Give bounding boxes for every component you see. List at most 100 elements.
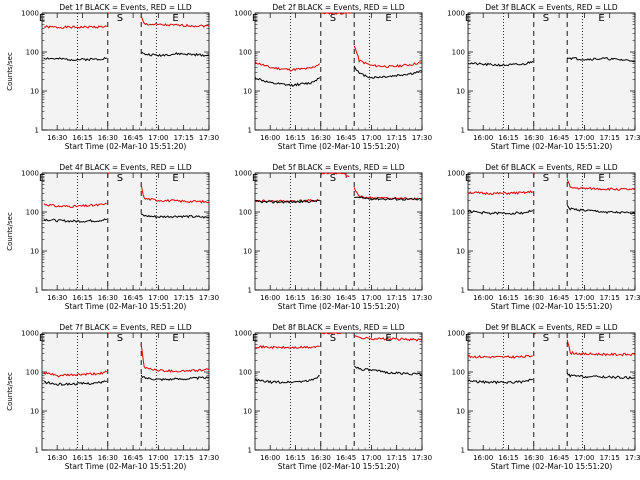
y-tick-label: 100 <box>26 49 39 57</box>
x-tick-label: 16:30 <box>47 454 67 462</box>
y-tick-label: 1 <box>461 127 465 135</box>
panel-title: Det 3f BLACK = Events, RED = LLD <box>485 3 618 12</box>
x-axis-label: Start Time (02-Mar-10 15:51:20) <box>278 142 400 151</box>
x-tick-label: 16:45 <box>336 454 356 462</box>
x-tick-label: 16:15 <box>285 454 305 462</box>
y-tick-label: 1 <box>248 127 252 135</box>
x-tick-label: 16:15 <box>72 134 92 142</box>
x-axis-label: Start Time (02-Mar-10 15:51:20) <box>65 302 187 311</box>
y-tick-label: 100 <box>239 209 252 217</box>
series-lld-line <box>320 12 352 15</box>
x-tick-label: 16:15 <box>498 134 518 142</box>
series-events-line <box>353 65 423 79</box>
event-marker: E <box>39 173 45 184</box>
panel-det-3: 1 10 100 1000 16:00 16:15 16:30 16:45 17:00 17:15… <box>447 3 640 151</box>
x-tick-label: 17:15 <box>174 294 194 302</box>
panel-title: Det 1f BLACK = Events, RED = LLD <box>59 3 192 12</box>
event-marker: S <box>543 173 549 184</box>
x-tick-label: 16:30 <box>311 294 331 302</box>
y-tick-label: 100 <box>452 209 465 217</box>
y-tick-label: 10 <box>243 248 252 256</box>
y-tick-label: 10 <box>456 88 465 96</box>
x-axis-label: Start Time (02-Mar-10 15:51:20) <box>278 302 400 311</box>
event-marker: S <box>543 13 549 24</box>
x-tick-label: 16:00 <box>473 454 493 462</box>
event-marker: E <box>172 333 178 344</box>
x-tick-label: 16:45 <box>123 294 143 302</box>
series-lld-line <box>43 25 108 29</box>
event-marker: E <box>385 333 391 344</box>
plot-area <box>41 12 210 131</box>
x-tick-label: 17:00 <box>361 134 381 142</box>
panel-det-9: 1 10 100 1000 16:00 16:15 16:30 16:45 17:00 17:15… <box>447 323 640 471</box>
event-marker: S <box>330 333 336 344</box>
x-tick-label: 16:30 <box>98 134 118 142</box>
y-tick-label: 1000 <box>447 170 465 178</box>
panel-det-2: 1 10 100 1000 16:00 16:15 16:30 16:45 17:00 17:15… <box>234 3 432 151</box>
event-marker: E <box>385 173 391 184</box>
y-tick-label: 1 <box>248 287 252 295</box>
x-tick-label: 16:00 <box>473 134 493 142</box>
panel-det-4: 1 10 100 1000 16:30 16:15 16:30 16:45 17:00 17:15… <box>6 163 219 311</box>
y-tick-label: 10 <box>30 408 39 416</box>
x-tick-label: 16:00 <box>473 294 493 302</box>
x-tick-label: 16:00 <box>260 294 280 302</box>
series-events-line <box>140 52 210 58</box>
x-tick-label: 17:15 <box>600 294 620 302</box>
x-tick-label: 16:45 <box>336 134 356 142</box>
x-tick-label: 16:15 <box>498 454 518 462</box>
x-axis-label: Start Time (02-Mar-10 15:51:20) <box>278 462 400 471</box>
y-tick-label: 1 <box>461 447 465 455</box>
series-events-line <box>43 56 107 62</box>
series-events-line <box>566 372 636 380</box>
x-tick-label: 16:45 <box>549 134 569 142</box>
series-events-line <box>566 204 636 215</box>
x-axis-label: Start Time (02-Mar-10 15:51:20) <box>491 302 613 311</box>
y-tick-label: 1000 <box>21 170 39 178</box>
y-tick-label: 1 <box>461 287 465 295</box>
x-tick-label: 16:15 <box>285 134 305 142</box>
event-marker: E <box>39 13 45 24</box>
plot-area <box>467 12 636 131</box>
y-tick-label: 10 <box>456 248 465 256</box>
x-tick-label: 16:30 <box>47 134 67 142</box>
y-tick-label: 1 <box>248 447 252 455</box>
event-marker: E <box>598 333 604 344</box>
y-tick-label: 100 <box>452 49 465 57</box>
series-lld-line <box>254 344 320 350</box>
y-tick-label: 1 <box>35 127 39 135</box>
series-events-line <box>467 209 534 215</box>
x-tick-label: 17:00 <box>148 134 168 142</box>
event-marker: E <box>252 13 258 24</box>
plot-area <box>41 332 210 451</box>
x-tick-label: 16:30 <box>524 134 544 142</box>
event-marker: E <box>252 333 258 344</box>
panel-title: Det 9f BLACK = Events, RED = LLD <box>485 323 618 332</box>
series-lld-line <box>467 190 534 196</box>
event-marker: E <box>172 13 178 24</box>
series-lld-line <box>43 370 108 378</box>
y-tick-label: 100 <box>239 369 252 377</box>
x-tick-label: 16:30 <box>311 454 331 462</box>
event-marker: E <box>598 13 604 24</box>
series-events-line <box>467 60 534 67</box>
event-marker: S <box>117 333 123 344</box>
y-tick-label: 100 <box>239 49 252 57</box>
series-events-line <box>566 57 636 63</box>
x-tick-label: 16:15 <box>72 294 92 302</box>
series-events-line <box>140 374 210 382</box>
x-tick-label: 16:30 <box>98 454 118 462</box>
x-tick-label: 16:00 <box>260 134 280 142</box>
series-lld-line <box>140 183 210 204</box>
series-lld-line <box>533 172 536 175</box>
x-tick-label: 17:30 <box>199 134 219 142</box>
x-tick-label: 16:45 <box>123 134 143 142</box>
x-tick-label: 17:15 <box>387 294 407 302</box>
series-lld-line <box>140 344 210 373</box>
y-axis-label: Counts/sec <box>6 212 14 251</box>
y-tick-label: 1000 <box>234 330 252 338</box>
series-events-line <box>254 199 320 204</box>
y-tick-label: 1000 <box>21 330 39 338</box>
event-marker: E <box>465 173 471 184</box>
